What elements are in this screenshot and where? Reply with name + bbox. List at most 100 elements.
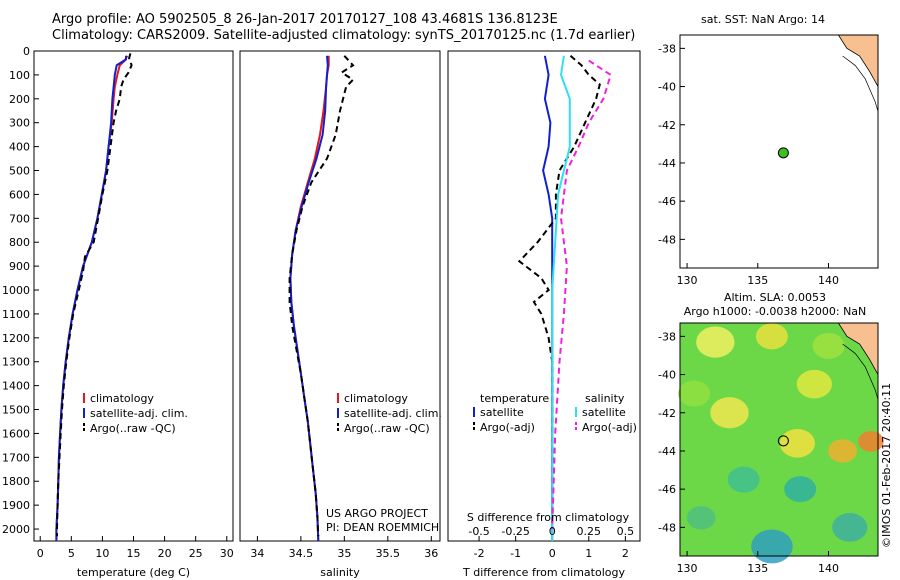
sla-anomaly-blob	[812, 332, 845, 359]
sla-anomaly-blob	[678, 380, 711, 407]
x-tick-label: 10	[95, 547, 109, 560]
sla-anomaly-blob	[796, 369, 832, 399]
x-tick-label: 0	[549, 547, 556, 560]
salinity-legend-1-label: satellite-adj. clim.	[344, 407, 442, 420]
x-tick-label: 30	[220, 547, 234, 560]
argo-float-marker	[777, 147, 789, 159]
depth-tick-label: 1500	[2, 404, 30, 417]
map-y-tick-label: -44	[658, 157, 676, 170]
depth-tick-label: 1100	[2, 308, 30, 321]
salinity-diff-tick-label: 0.5	[617, 525, 635, 538]
panel-temperature-frame	[33, 50, 234, 542]
sla-anomaly-blob	[858, 431, 884, 452]
sla-anomaly-blob	[832, 513, 868, 542]
sla-anomaly-blob	[727, 466, 760, 493]
sla-anomaly-blob	[686, 506, 716, 530]
depth-tick-label: 600	[9, 188, 30, 201]
x-axis-label: T difference from climatology	[462, 566, 625, 579]
depth-tick-label: 1300	[2, 356, 30, 369]
x-tick-label: -2	[474, 547, 485, 560]
map-map-sst	[679, 34, 879, 269]
series-argo-raw-qc-	[288, 55, 355, 537]
depth-tick-label: 800	[9, 236, 30, 249]
depth-tick-label: 1600	[2, 427, 30, 440]
map-y-tick-label: -42	[658, 119, 676, 132]
x-tick-label: 20	[158, 547, 172, 560]
x-tick-label: 35.5	[376, 547, 401, 560]
temperature-legend-2-label: Argo(..raw -QC)	[90, 422, 176, 435]
depth-tick-label: 2000	[2, 523, 30, 536]
depth-tick-label: 1400	[2, 380, 30, 393]
diff-legend-salinity-title: salinity	[585, 392, 625, 405]
panel-salinity-frame	[239, 50, 441, 542]
shelf-contour	[842, 55, 879, 112]
map-frame	[679, 322, 879, 557]
salinity-diff-tick-label: 0	[549, 525, 556, 538]
x-tick-label: 34.5	[289, 547, 314, 560]
map-x-tick-label: 140	[818, 274, 839, 287]
sla-anomaly-blob	[779, 429, 815, 458]
x-tick-label: 35	[337, 547, 351, 560]
x-tick-label: 2	[622, 547, 629, 560]
series-satellite-adj-clim-	[55, 55, 127, 541]
sla-anomaly-blob	[696, 326, 735, 358]
salinity-legend-0-label: climatology	[344, 392, 408, 405]
x-axis-label: salinity	[320, 566, 360, 579]
depth-tick-label: 100	[9, 69, 30, 82]
sst-map-title: sat. SST: NaN Argo: 14	[701, 13, 825, 26]
salinity-legend-2-label: Argo(..raw -QC)	[344, 422, 430, 435]
map-frame	[679, 34, 879, 269]
panel-difference-frame	[447, 50, 641, 542]
sla-map-subtitle: Argo h1000: -0.0038 h2000: NaN	[684, 305, 867, 318]
map-y-tick-label: -38	[658, 42, 676, 55]
diff-legend-s-satellite-label: satellite	[582, 406, 626, 419]
climatology-title: Climatology: CARS2009. Satellite-adjuste…	[52, 28, 636, 43]
salinity-diff-axis-label: S difference from climatology	[467, 511, 630, 524]
depth-tick-label: 900	[9, 260, 30, 273]
depth-tick-label: 1700	[2, 451, 30, 464]
depth-tick-label: 700	[9, 212, 30, 225]
map-x-tick-label: 135	[747, 274, 768, 287]
sla-anomaly-blob	[751, 529, 793, 564]
diff-legend-temperature-title: temperature	[480, 392, 549, 405]
x-axis-label: temperature (deg C)	[77, 566, 190, 579]
map-y-tick-label: -46	[658, 483, 676, 496]
salinity-diff-tick-label: 0.25	[577, 525, 602, 538]
map-map-sla	[678, 322, 884, 564]
depth-tick-label: 400	[9, 141, 30, 154]
x-tick-label: 15	[127, 547, 141, 560]
sla-anomaly-blob	[755, 323, 788, 350]
map-y-tick-label: -42	[658, 407, 676, 420]
x-tick-label: 25	[189, 547, 203, 560]
diff-legend-s-argo-label: Argo(-adj)	[582, 421, 637, 434]
pi-annotation: PI: DEAN ROEMMICH	[326, 521, 439, 534]
depth-tick-label: 300	[9, 117, 30, 130]
x-tick-label: 36	[424, 547, 438, 560]
x-tick-label: 5	[68, 547, 75, 560]
map-y-tick-label: -38	[658, 330, 676, 343]
depth-tick-label: 500	[9, 165, 30, 178]
depth-tick-label: 1000	[2, 284, 30, 297]
depth-tick-label: 0	[23, 45, 30, 58]
argo-float-marker	[777, 435, 789, 447]
series-s-argo-adj-	[551, 59, 612, 530]
depth-tick-label: 1900	[2, 499, 30, 512]
x-tick-label: 34	[250, 547, 264, 560]
map-y-tick-label: -48	[658, 233, 676, 246]
x-tick-label: 0	[37, 547, 44, 560]
series-argo-raw-qc-	[56, 53, 133, 537]
map-y-tick-label: -46	[658, 195, 676, 208]
imos-timestamp-watermark: ©IMOS 01-Feb-2017 20:40:11	[880, 383, 893, 548]
sla-anomaly-blob	[710, 397, 749, 429]
diff-legend-t-satellite-label: satellite	[480, 406, 524, 419]
map-x-tick-label: 140	[818, 562, 839, 575]
map-y-tick-label: -40	[658, 369, 676, 382]
diff-legend-t-argo-label: Argo(-adj)	[480, 421, 535, 434]
profile-title: Argo profile: AO 5902505_8 26-Jan-2017 2…	[52, 12, 558, 27]
map-y-tick-label: -40	[658, 81, 676, 94]
shelf-contour	[842, 343, 879, 400]
project-annotation: US ARGO PROJECT	[326, 507, 428, 520]
salinity-diff-tick-label: -0.5	[468, 525, 489, 538]
map-y-tick-label: -48	[658, 521, 676, 534]
